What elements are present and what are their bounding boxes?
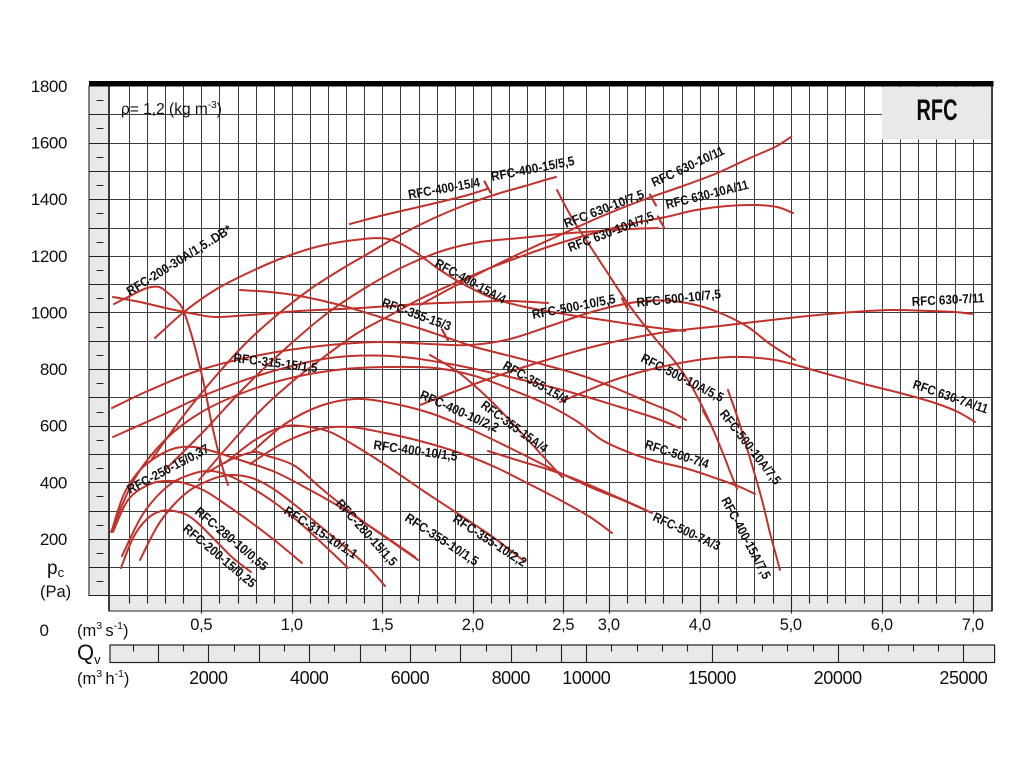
svg-text:6,0: 6,0: [871, 616, 893, 634]
svg-text:20000: 20000: [814, 668, 862, 688]
svg-text:2,5: 2,5: [552, 616, 574, 634]
svg-text:10000: 10000: [562, 668, 610, 688]
svg-text:8000: 8000: [492, 668, 531, 688]
svg-text:ρ= 1,2 (kg m-3): ρ= 1,2 (kg m-3): [121, 100, 222, 118]
svg-text:15000: 15000: [688, 668, 736, 688]
svg-text:25000: 25000: [939, 668, 987, 688]
svg-text:800: 800: [40, 360, 67, 379]
svg-text:4,0: 4,0: [689, 616, 711, 634]
svg-text:6000: 6000: [391, 668, 430, 688]
svg-text:0: 0: [39, 621, 48, 640]
svg-text:1,5: 1,5: [371, 616, 393, 634]
svg-text:1800: 1800: [31, 77, 67, 96]
svg-text:3,0: 3,0: [598, 616, 620, 634]
svg-text:1200: 1200: [31, 247, 67, 266]
svg-text:(Pa): (Pa): [40, 583, 71, 601]
svg-text:2,0: 2,0: [462, 616, 484, 634]
svg-text:RFC 630-7/11: RFC 630-7/11: [911, 290, 984, 309]
svg-text:7,0: 7,0: [962, 616, 984, 634]
svg-text:1,0: 1,0: [281, 616, 303, 634]
svg-text:5,0: 5,0: [780, 616, 802, 634]
svg-text:4000: 4000: [290, 668, 329, 688]
svg-text:0,5: 0,5: [190, 616, 212, 634]
svg-text:1000: 1000: [31, 303, 67, 322]
svg-text:RFC: RFC: [917, 94, 958, 127]
svg-text:400: 400: [40, 473, 67, 492]
svg-text:200: 200: [40, 530, 67, 549]
svg-text:1400: 1400: [31, 190, 67, 209]
svg-text:1600: 1600: [31, 134, 67, 153]
svg-text:2000: 2000: [189, 668, 228, 688]
svg-text:600: 600: [40, 417, 67, 436]
